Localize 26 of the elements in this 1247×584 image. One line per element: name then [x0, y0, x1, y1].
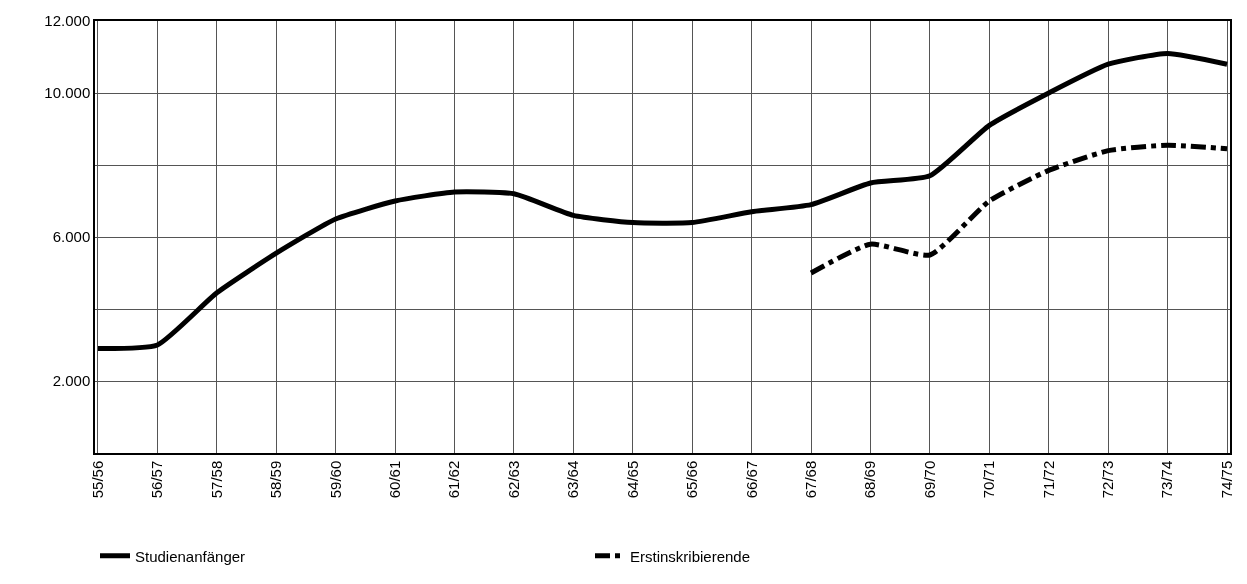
x-tick-label: 59/60: [326, 460, 344, 499]
x-tick-label: 55/56: [88, 460, 106, 499]
x-tick-label: 60/61: [385, 460, 403, 499]
x-tick-label: 58/59: [267, 460, 285, 499]
legend-label: Studienanfänger: [135, 547, 246, 565]
legend-label: Erstinskribierende: [630, 547, 751, 565]
x-tick-label: 70/71: [980, 460, 998, 499]
x-tick-label: 65/66: [683, 460, 701, 499]
x-tick-label: 68/69: [861, 460, 879, 499]
x-tick-label: 72/73: [1099, 460, 1117, 499]
x-tick-label: 67/68: [801, 460, 819, 499]
y-tick-label: 6.000: [52, 228, 91, 246]
x-tick-label: 62/63: [504, 460, 522, 499]
x-tick-label: 63/64: [564, 460, 582, 499]
y-tick-label: 10.000: [44, 84, 91, 102]
x-tick-label: 66/67: [742, 460, 760, 499]
x-tick-label: 71/72: [1039, 460, 1057, 499]
x-tick-label: 56/57: [148, 460, 166, 499]
y-tick-label: 2.000: [52, 372, 91, 390]
x-tick-label: 64/65: [623, 460, 641, 499]
x-tick-label: 74/75: [1217, 460, 1235, 499]
x-tick-label: 57/58: [207, 460, 225, 499]
y-tick-label: 12.000: [44, 12, 91, 30]
x-tick-label: 69/70: [920, 460, 938, 499]
x-tick-label: 61/62: [445, 460, 463, 499]
x-tick-label: 73/74: [1158, 460, 1176, 499]
